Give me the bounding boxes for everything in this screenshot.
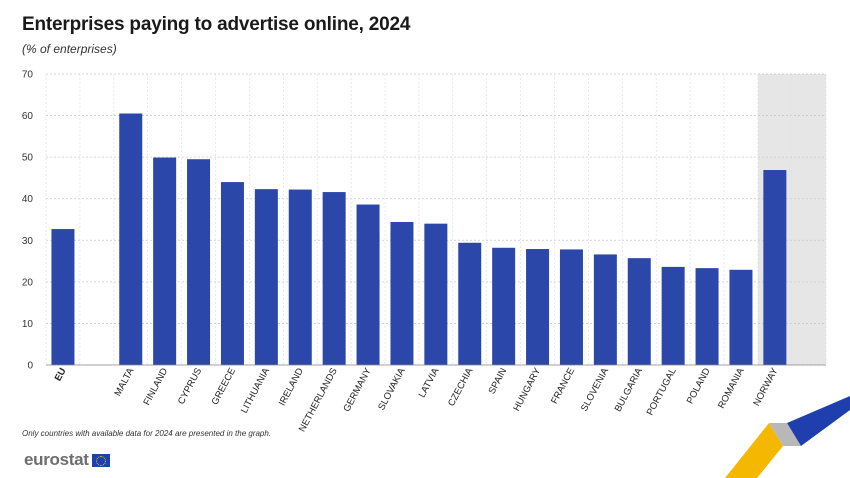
- bar-slovakia: [390, 221, 414, 365]
- y-tick-label: 70: [22, 70, 34, 81]
- footnote: Only countries with available data for 2…: [22, 429, 272, 438]
- y-tick-label: 40: [22, 194, 34, 205]
- bar-germany: [356, 204, 380, 365]
- y-tick-label: 30: [22, 236, 34, 247]
- x-tick-label: POLAND: [685, 366, 713, 406]
- bar-portugal: [661, 266, 685, 365]
- chart-title: Enterprises paying to advertise online, …: [22, 14, 411, 35]
- x-tick-label: PORTUGAL: [645, 366, 679, 417]
- logo-text: eurostat: [24, 450, 89, 469]
- bar-ireland: [288, 189, 312, 365]
- x-tick-label: LATVIA: [417, 366, 442, 400]
- bar-slovenia: [593, 254, 617, 365]
- x-tick-label: MALTA: [112, 366, 136, 398]
- x-tick-label: CYPRUS: [176, 366, 204, 406]
- x-tick-label: NETHERLANDS: [297, 366, 340, 434]
- eurostat-logo: eurostat: [24, 450, 110, 470]
- x-tick-label: SLOVAKIA: [376, 366, 408, 413]
- bar-lithuania: [254, 189, 278, 365]
- x-tick-label: GREECE: [210, 366, 239, 407]
- bar-cyprus: [187, 159, 211, 365]
- x-tick-label: LITHUANIA: [239, 366, 272, 416]
- x-tick-label: GERMANY: [341, 366, 374, 414]
- chart-subtitle: (% of enterprises): [22, 42, 117, 56]
- bar-latvia: [424, 223, 448, 365]
- eu-flag-icon: [91, 453, 110, 467]
- y-tick-label: 20: [22, 277, 34, 288]
- x-tick-label: FRANCE: [549, 366, 577, 406]
- bar-norway: [763, 170, 787, 365]
- x-tick-label: BULGARIA: [613, 366, 646, 414]
- x-tick-label: SPAIN: [487, 366, 510, 396]
- x-tick-label: HUNGARY: [511, 366, 543, 414]
- x-tick-label: ROMANIA: [716, 366, 747, 411]
- decor-blue-stripe: [787, 396, 850, 446]
- y-tick-label: 0: [27, 361, 33, 372]
- y-tick-label: 10: [22, 319, 34, 330]
- bar-spain: [492, 247, 516, 365]
- x-tick-label: FINLAND: [141, 366, 170, 407]
- bar-netherlands: [322, 192, 346, 365]
- bar-france: [559, 249, 583, 365]
- x-tick-label: EU: [53, 366, 69, 383]
- decor-grey-stripe: [769, 423, 801, 446]
- bar-finland: [153, 157, 177, 365]
- bar-greece: [220, 182, 244, 365]
- bar-malta: [119, 113, 143, 365]
- x-tick-label: NORWAY: [751, 366, 781, 408]
- bar-hungary: [526, 249, 550, 365]
- bar-romania: [729, 269, 753, 365]
- x-tick-label: IRELAND: [277, 366, 306, 408]
- y-tick-label: 50: [22, 153, 34, 164]
- x-tick-label: CZECHIA: [446, 366, 476, 409]
- bar-eu: [51, 229, 75, 365]
- y-tick-label: 60: [22, 111, 34, 122]
- x-tick-label: SLOVENIA: [579, 366, 611, 414]
- corner-decoration: [725, 396, 850, 478]
- bar-czechia: [458, 242, 482, 365]
- bar-bulgaria: [627, 258, 651, 365]
- decor-yellow-stripe: [725, 423, 783, 478]
- bar-poland: [695, 268, 719, 365]
